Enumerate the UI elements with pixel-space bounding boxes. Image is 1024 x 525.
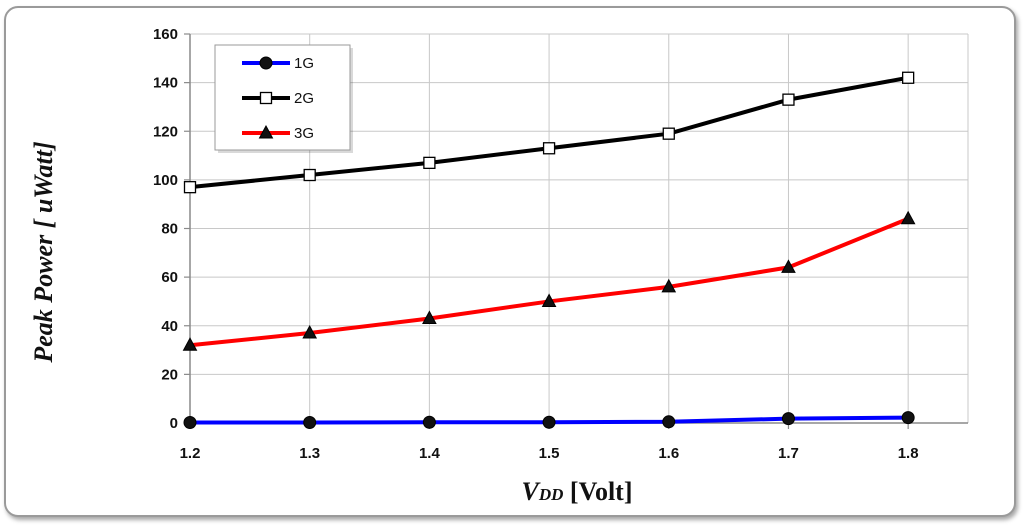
data-point-2g [303, 168, 316, 182]
data-point-3g [422, 310, 437, 324]
y-axis-label: Peak Power [ uWatt] [29, 141, 58, 363]
y-tick-label: 160 [153, 26, 178, 43]
y-tick-label: 0 [170, 415, 178, 432]
x-tick-label: 1.8 [898, 445, 919, 462]
data-point-1g [303, 416, 317, 430]
data-point-3g [900, 210, 916, 225]
y-tick-label: 60 [161, 269, 178, 286]
x-tick-label: 1.6 [658, 445, 679, 462]
data-point-1g [901, 411, 915, 425]
data-point-2g [662, 127, 675, 140]
data-point-2g [782, 93, 795, 106]
x-tick-label: 1.7 [778, 445, 799, 462]
legend-marker-2g [259, 91, 273, 105]
legend-marker-3g [258, 124, 274, 139]
y-tick-label: 100 [153, 172, 178, 189]
x-axis-label-unit: [Volt] [563, 477, 632, 506]
data-point-1g [183, 416, 197, 430]
legend-label-2g: 2G [294, 90, 314, 107]
data-point-1g [542, 415, 556, 429]
data-point-1g [422, 415, 436, 429]
data-point-2g [423, 156, 436, 170]
data-point-3g [781, 259, 796, 273]
y-tick-label: 140 [153, 75, 178, 92]
x-tick-label: 1.5 [539, 445, 560, 462]
data-point-3g [661, 278, 677, 293]
series-2g [183, 71, 915, 194]
x-tick-label: 1.3 [299, 445, 320, 462]
legend: 1G 2G 3G [214, 44, 353, 153]
x-axis-label-main: V [522, 477, 542, 506]
data-point-3g [182, 337, 198, 351]
y-axis-ticks: 0 20 40 60 80 100 120 140 160 [153, 26, 190, 432]
x-tick-label: 1.4 [419, 445, 441, 462]
y-tick-label: 120 [153, 123, 178, 140]
series-group [182, 71, 916, 430]
data-point-1g [662, 415, 676, 429]
x-axis-ticks: 1.2 1.3 1.4 1.5 1.6 1.7 1.8 [180, 423, 919, 462]
y-tick-label: 40 [161, 318, 178, 335]
data-point-2g [902, 71, 915, 84]
data-point-3g [302, 324, 318, 339]
data-point-3g [541, 293, 557, 307]
data-point-1g [781, 412, 795, 426]
legend-label-3g: 3G [294, 125, 314, 142]
data-point-2g [183, 181, 197, 194]
x-tick-label: 1.2 [180, 445, 201, 462]
y-tick-label: 80 [161, 221, 178, 238]
x-axis-label-sub: DD [538, 485, 564, 504]
legend-label-1g: 1G [294, 55, 314, 72]
series-1g [183, 411, 915, 430]
y-tick-label: 20 [161, 366, 178, 383]
series-3g [182, 210, 916, 351]
legend-marker-1g [259, 56, 273, 70]
data-point-2g [542, 142, 556, 155]
x-axis-label: VDD [Volt] [522, 477, 633, 506]
